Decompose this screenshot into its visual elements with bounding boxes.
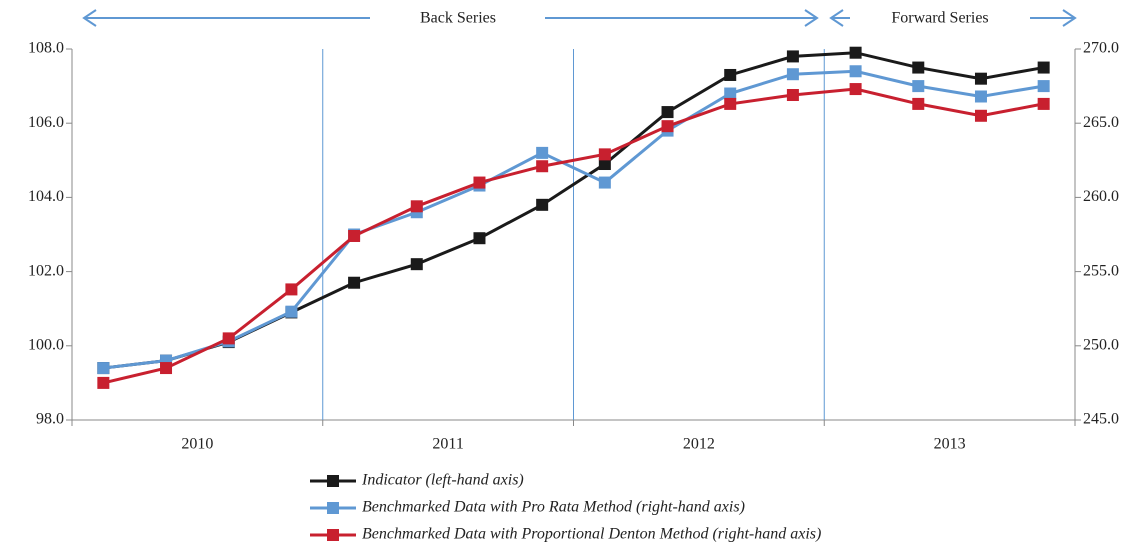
y2-tick-label: 255.0 bbox=[1083, 262, 1119, 279]
data-point bbox=[1037, 80, 1050, 93]
x-group-label: 2011 bbox=[432, 436, 463, 453]
data-point bbox=[1037, 97, 1050, 110]
annotation: Forward Series bbox=[891, 10, 988, 27]
x-group-label: 2010 bbox=[181, 436, 213, 453]
y-tick-label: 108.0 bbox=[28, 40, 64, 57]
data-point bbox=[1037, 61, 1050, 74]
legend-label: Indicator (left-hand axis) bbox=[361, 472, 524, 489]
data-point bbox=[786, 68, 799, 81]
data-point bbox=[974, 90, 987, 103]
data-point bbox=[724, 97, 737, 110]
data-point bbox=[849, 83, 862, 96]
data-point bbox=[536, 198, 549, 211]
data-point bbox=[724, 68, 737, 81]
y2-tick-label: 270.0 bbox=[1083, 40, 1119, 57]
data-point bbox=[724, 87, 737, 100]
arrow-head bbox=[829, 9, 844, 27]
data-point bbox=[661, 106, 674, 119]
data-point bbox=[912, 97, 925, 110]
data-point bbox=[97, 376, 110, 389]
data-point bbox=[473, 176, 486, 189]
annotation: Back Series bbox=[420, 10, 496, 27]
y2-tick-label: 260.0 bbox=[1083, 188, 1119, 205]
data-point bbox=[97, 362, 110, 375]
legend-label: Benchmarked Data with Proportional Dento… bbox=[362, 526, 821, 543]
x-group-label: 2013 bbox=[934, 436, 966, 453]
data-point bbox=[536, 160, 549, 173]
data-point bbox=[348, 276, 361, 289]
data-point bbox=[786, 89, 799, 102]
data-point bbox=[598, 158, 611, 171]
data-point bbox=[912, 80, 925, 93]
data-point bbox=[598, 148, 611, 161]
data-point bbox=[410, 258, 423, 271]
data-point bbox=[473, 232, 486, 245]
y-tick-label: 98.0 bbox=[36, 411, 64, 428]
legend-marker bbox=[327, 502, 339, 514]
series-line bbox=[103, 69, 1044, 370]
data-point bbox=[661, 120, 674, 133]
data-point bbox=[348, 229, 361, 242]
y-tick-label: 106.0 bbox=[28, 114, 64, 131]
data-point bbox=[598, 176, 611, 189]
annotation-arrows bbox=[82, 9, 1077, 27]
y-tick-label: 100.0 bbox=[28, 336, 64, 353]
y2-tick-label: 250.0 bbox=[1083, 336, 1119, 353]
data-point bbox=[160, 362, 173, 375]
data-point bbox=[974, 72, 987, 85]
data-point bbox=[974, 109, 987, 122]
data-point bbox=[849, 46, 862, 59]
legend-marker bbox=[327, 529, 339, 541]
data-point bbox=[536, 146, 549, 159]
arrow-head bbox=[804, 9, 819, 27]
data-point bbox=[285, 305, 298, 318]
data-point bbox=[410, 200, 423, 213]
x-group-label: 2012 bbox=[683, 436, 715, 453]
y-tick-label: 104.0 bbox=[28, 188, 64, 205]
data-point bbox=[222, 332, 235, 345]
y2-tick-label: 245.0 bbox=[1083, 411, 1119, 428]
y2-tick-label: 265.0 bbox=[1083, 114, 1119, 131]
arrow-head bbox=[82, 9, 97, 27]
arrow-head bbox=[1062, 9, 1077, 27]
legend-label: Benchmarked Data with Pro Rata Method (r… bbox=[362, 499, 745, 516]
y-tick-label: 102.0 bbox=[28, 262, 64, 279]
series-line bbox=[102, 87, 1044, 385]
data-point bbox=[285, 283, 298, 296]
legend-marker bbox=[327, 475, 339, 487]
data-point bbox=[786, 50, 799, 63]
data-point bbox=[912, 61, 925, 74]
data-point bbox=[849, 65, 862, 78]
